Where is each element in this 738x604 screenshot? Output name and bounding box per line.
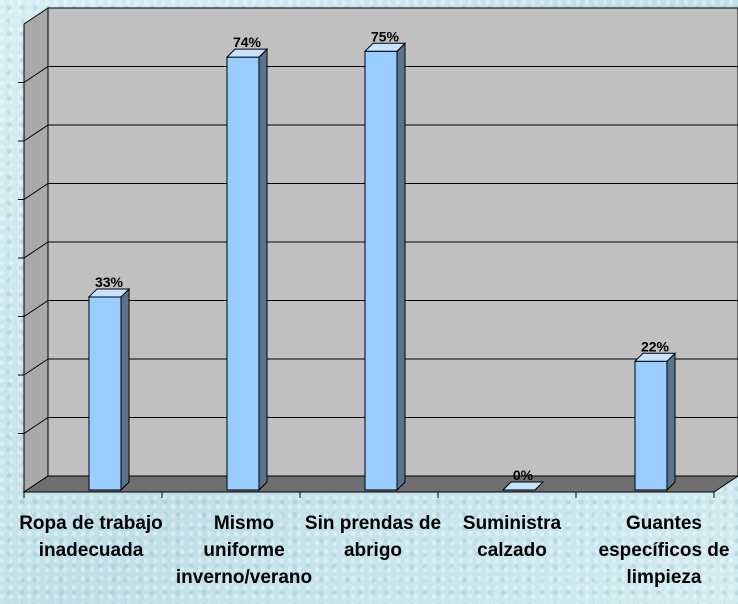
- bar-side: [120, 287, 130, 492]
- gridline-side: [23, 241, 49, 259]
- gridline-side: [23, 358, 49, 376]
- bar-front: [226, 56, 260, 491]
- bar-side: [396, 42, 406, 492]
- bar-front: [634, 360, 668, 491]
- x-tick-label: Guantes específicos de limpieza: [598, 513, 730, 588]
- gridline-side: [23, 300, 49, 317]
- gridline-side: [23, 66, 49, 83]
- data-label: 22%: [641, 338, 670, 354]
- data-label: 74%: [233, 34, 262, 50]
- x-tick-label: Mismo uniforme inverno/verano: [175, 513, 313, 588]
- data-label: 33%: [95, 274, 124, 290]
- bar-top: [501, 481, 545, 491]
- gridline-side: [23, 417, 49, 434]
- bar-side: [666, 352, 676, 492]
- gridline-side: [23, 183, 49, 200]
- bar-top: [633, 352, 677, 362]
- x-tick-label: Ropa de trabajo inadecuada: [19, 513, 163, 561]
- bar-top: [87, 288, 131, 298]
- gridline-side: [23, 124, 49, 142]
- bar-top: [225, 48, 269, 58]
- bar-top: [363, 42, 407, 52]
- bar-front: [88, 296, 122, 491]
- bar-front: [364, 50, 398, 491]
- x-tick-label: Sin prendas de abrigo: [304, 513, 442, 561]
- bar-side: [258, 47, 268, 492]
- data-label: 75%: [371, 28, 400, 44]
- data-label: 0%: [513, 467, 534, 483]
- x-tick-label: Suministra calzado: [462, 513, 562, 561]
